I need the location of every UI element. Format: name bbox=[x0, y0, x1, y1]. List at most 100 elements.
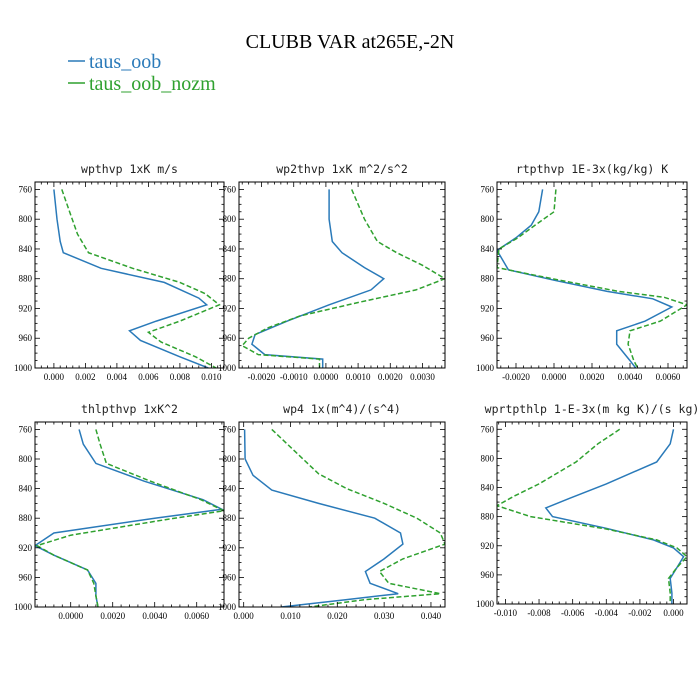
series-line-2 bbox=[271, 428, 445, 607]
panel-3: rtpthvp 1E-3x(kg/kg) K 760 800 840 880 920 960… bbox=[476, 162, 688, 382]
series-line-2 bbox=[497, 189, 687, 368]
y-tick-label: 840 bbox=[481, 244, 495, 254]
series-line-1 bbox=[35, 429, 224, 607]
x-tick-label: 0.040 bbox=[421, 611, 442, 621]
y-tick-label: 920 bbox=[223, 303, 237, 313]
x-tick-label: -0.008 bbox=[527, 608, 551, 618]
panel-title: wpthvp 1xK m/s bbox=[81, 162, 178, 176]
x-tick-label: 0.0000 bbox=[58, 611, 83, 621]
y-tick-label: 920 bbox=[19, 543, 33, 553]
y-tick-label: 960 bbox=[19, 333, 33, 343]
x-tick-label: 0.0060 bbox=[184, 611, 209, 621]
y-tick-label: 760 bbox=[481, 184, 495, 194]
x-tick-label: -0.004 bbox=[595, 608, 619, 618]
x-tick-label: -0.0010 bbox=[280, 372, 308, 382]
x-tick-label: 0.008 bbox=[170, 372, 191, 382]
y-tick-label: 960 bbox=[481, 570, 495, 580]
y-tick-label: 800 bbox=[19, 214, 33, 224]
series-line-1 bbox=[53, 189, 209, 368]
series-line-2 bbox=[497, 428, 687, 604]
y-tick-label: 840 bbox=[19, 244, 33, 254]
x-tick-label: 0.030 bbox=[374, 611, 395, 621]
x-tick-label: 0.000 bbox=[44, 372, 65, 382]
y-tick-label: 1000 bbox=[14, 602, 33, 612]
x-tick-label: 0.0010 bbox=[346, 372, 371, 382]
y-tick-label: 1000 bbox=[476, 363, 495, 373]
y-tick-label: 760 bbox=[223, 424, 237, 434]
series-line-2 bbox=[35, 429, 224, 607]
panel-1: wpthvp 1xK m/s 760 800 840 880 920 960 1000 0.00… bbox=[14, 162, 225, 382]
x-tick-label: 0.0000 bbox=[542, 372, 567, 382]
legend-label-taus-oob-nozm: taus_oob_nozm bbox=[89, 73, 216, 95]
panel-title: wp2thvp 1xK m^2/s^2 bbox=[276, 162, 408, 176]
series-line-2 bbox=[241, 189, 445, 368]
x-tick-label: 0.000 bbox=[663, 608, 684, 618]
y-tick-label: 800 bbox=[223, 214, 237, 224]
figure-title: CLUBB VAR at265E,-2N bbox=[246, 31, 455, 53]
y-tick-label: 880 bbox=[223, 513, 237, 523]
y-tick-label: 920 bbox=[19, 303, 33, 313]
y-tick-label: 840 bbox=[223, 484, 237, 494]
panel-2: wp2thvp 1xK m^2/s^2 760 800 840 880 920 960 100… bbox=[218, 162, 446, 382]
x-tick-label: -0.006 bbox=[561, 608, 585, 618]
y-tick-label: 800 bbox=[481, 453, 495, 463]
legend-label-taus-oob: taus_oob bbox=[89, 51, 161, 73]
x-tick-label: 0.0060 bbox=[656, 372, 681, 382]
series-line-1 bbox=[243, 429, 404, 607]
x-tick-label: 0.0040 bbox=[618, 372, 643, 382]
panel-6: wprtpthlp 1-E-3x(m kg K)/(s kg) 760 800 840… bbox=[476, 402, 699, 618]
x-tick-label: 0.0020 bbox=[580, 372, 605, 382]
y-tick-label: 800 bbox=[223, 454, 237, 464]
x-tick-label: -0.002 bbox=[628, 608, 651, 618]
y-tick-label: 920 bbox=[481, 541, 495, 551]
y-tick-label: 880 bbox=[19, 274, 33, 284]
panel-title: wp4 1x(m^4)/(s^4) bbox=[283, 402, 401, 416]
y-tick-label: 760 bbox=[223, 184, 237, 194]
y-tick-label: 1000 bbox=[14, 363, 33, 373]
x-tick-label: 0.002 bbox=[75, 372, 95, 382]
x-tick-label: 0.0000 bbox=[314, 372, 339, 382]
panel-title: wprtpthlp 1-E-3x(m kg K)/(s kg) bbox=[485, 402, 700, 416]
x-tick-label: 0.0040 bbox=[142, 611, 167, 621]
panels: wpthvp 1xK m/s76080084088092096010000.00… bbox=[14, 162, 699, 621]
series-line-1 bbox=[251, 189, 386, 368]
y-tick-label: 1000 bbox=[218, 602, 237, 612]
plot-frame bbox=[238, 421, 446, 608]
panel-4: thlpthvp 1xK^2 760 800 840 880 920 960 1000 0.00… bbox=[14, 402, 225, 621]
y-tick-label: 960 bbox=[223, 572, 237, 582]
y-tick-label: 840 bbox=[223, 244, 237, 254]
panel-5: wp4 1x(m^4)/(s^4)76080084088092096010000… bbox=[218, 402, 446, 621]
x-tick-label: 0.010 bbox=[280, 611, 301, 621]
y-tick-label: 760 bbox=[19, 184, 33, 194]
panel-title: rtpthvp 1E-3x(kg/kg) K bbox=[516, 162, 668, 176]
x-tick-label: -0.010 bbox=[494, 608, 518, 618]
x-tick-label: 0.010 bbox=[201, 372, 222, 382]
x-tick-label: -0.0020 bbox=[502, 372, 530, 382]
y-tick-label: 760 bbox=[19, 424, 33, 434]
series-line-1 bbox=[497, 189, 674, 368]
x-tick-label: 0.000 bbox=[234, 611, 255, 621]
x-tick-label: 0.006 bbox=[138, 372, 159, 382]
y-tick-label: 760 bbox=[481, 424, 495, 434]
series-line-2 bbox=[61, 189, 221, 368]
series-line-1 bbox=[544, 429, 685, 604]
legend: taus_oob taus_oob_nozm bbox=[68, 51, 216, 95]
y-tick-label: 880 bbox=[481, 274, 495, 284]
y-tick-label: 880 bbox=[481, 512, 495, 522]
y-tick-label: 880 bbox=[223, 274, 237, 284]
y-tick-label: 800 bbox=[481, 214, 495, 224]
y-tick-label: 800 bbox=[19, 454, 33, 464]
y-tick-label: 1000 bbox=[476, 599, 495, 609]
panel-title: thlpthvp 1xK^2 bbox=[81, 402, 178, 416]
y-tick-label: 1000 bbox=[218, 363, 237, 373]
x-tick-label: 0.020 bbox=[327, 611, 348, 621]
y-tick-label: 960 bbox=[481, 333, 495, 343]
y-tick-label: 960 bbox=[223, 333, 237, 343]
x-tick-label: 0.0030 bbox=[410, 372, 435, 382]
x-tick-label: 0.0020 bbox=[100, 611, 125, 621]
plot-frame bbox=[238, 181, 446, 369]
y-tick-label: 960 bbox=[19, 572, 33, 582]
x-tick-label: 0.0020 bbox=[378, 372, 403, 382]
x-tick-label: -0.0020 bbox=[248, 372, 276, 382]
